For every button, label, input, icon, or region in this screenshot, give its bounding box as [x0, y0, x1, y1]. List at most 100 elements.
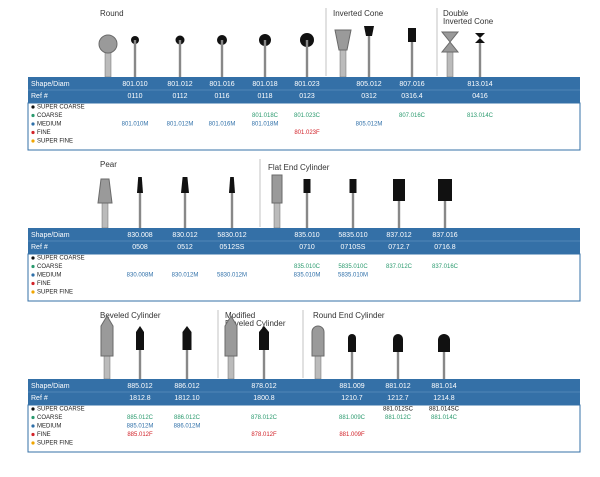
bur-shank: [350, 352, 354, 379]
grit-code: 801.018M: [252, 122, 279, 128]
ref-number: 0512SS: [220, 244, 245, 251]
legend-dot: [31, 281, 35, 286]
group-label: Beveled Cylinder: [100, 311, 161, 320]
bur-shank: [183, 193, 187, 228]
bur-head: [137, 177, 143, 193]
bur-shank: [397, 201, 401, 228]
ref-number: 1212.7: [387, 395, 409, 402]
bur-shank-large: [339, 47, 347, 78]
bur-head: [475, 33, 485, 43]
ref-number: 0712.7: [388, 244, 410, 251]
shape-number: 878.012: [251, 383, 276, 390]
grit-code: 801.018C: [252, 113, 279, 119]
legend-label: SUPER COARSE: [37, 256, 85, 262]
grit-code: 805.012M: [356, 122, 383, 128]
grit-code: 801.023F: [294, 130, 320, 136]
bur-shank: [367, 36, 371, 77]
bur-head: [393, 179, 405, 201]
legend-label: FINE: [37, 130, 51, 136]
bur-shank: [230, 193, 234, 228]
legend-label: COARSE: [37, 415, 62, 421]
bur-head-large: [440, 31, 460, 53]
bur-head-large: [224, 315, 238, 357]
shape-number: 830.012: [172, 232, 197, 239]
grit-code: 881.012C: [385, 415, 412, 421]
bur-shank: [305, 193, 309, 228]
bur-shank: [305, 40, 309, 77]
ref-number: 1214.8: [433, 395, 455, 402]
shape-number: 801.016: [209, 81, 234, 88]
grit-code: 885.012C: [127, 415, 154, 421]
bur-head-large: [100, 315, 114, 357]
grit-code: 881.009F: [339, 432, 365, 438]
grit-code: 801.023C: [294, 113, 321, 119]
bur-shank: [410, 42, 414, 77]
grit-code: 837.016C: [432, 264, 459, 270]
legend-dot: [31, 122, 35, 126]
bur-shank: [396, 352, 400, 379]
bur-head: [229, 177, 235, 193]
row-label: Ref #: [31, 93, 48, 100]
bur-shank: [443, 201, 447, 228]
grit-code: 886.012M: [174, 424, 201, 430]
grit-code: 830.012M: [172, 273, 199, 279]
grit-code: 881.012SC: [383, 407, 414, 413]
bur-head-large: [98, 34, 118, 54]
ref-number: 0710SS: [341, 244, 366, 251]
row-label: Ref #: [31, 244, 48, 251]
grit-code: 835.010M: [294, 273, 321, 279]
legend-dot: [31, 113, 35, 118]
bur-head: [438, 334, 450, 352]
legend-dot: [31, 139, 35, 143]
ref-number: 0512: [177, 244, 193, 251]
shape-number: 881.009: [339, 383, 364, 390]
group-label: Inverted Cone: [443, 17, 494, 26]
grit-code: 801.010M: [122, 122, 149, 128]
ref-number: 0316.4: [401, 93, 423, 100]
legend-dot: [31, 256, 35, 260]
shape-number: 5830.012: [217, 232, 246, 239]
bur-shank: [138, 350, 142, 379]
grit-box: [27, 253, 581, 302]
shape-number: 837.016: [432, 232, 457, 239]
shape-number: 885.012: [127, 383, 152, 390]
bur-shank: [351, 193, 355, 228]
grit-code: 881.014SC: [429, 407, 460, 413]
ref-number: 0716.8: [434, 244, 456, 251]
row-label: Shape/Diam: [31, 383, 70, 390]
bur-shank: [138, 193, 142, 228]
bur-head: [182, 326, 192, 350]
bur-head-large: [97, 178, 113, 204]
group-label: Modified: [225, 311, 255, 320]
ref-number: 1800.8: [253, 395, 275, 402]
group-label: Beveled Cylinder: [225, 319, 286, 328]
bur-head: [364, 26, 374, 36]
group-label: Flat End Cylinder: [268, 163, 330, 172]
legend-label: SUPER COARSE: [37, 407, 85, 413]
bur-head: [438, 179, 452, 201]
legend-dot: [31, 290, 35, 294]
shape-number: 881.014: [431, 383, 456, 390]
group-label: Inverted Cone: [333, 9, 384, 18]
legend-dot: [31, 432, 35, 437]
grit-code: 801.016M: [209, 122, 236, 128]
legend-dot: [31, 273, 35, 277]
bur-head: [408, 28, 416, 42]
legend-label: SUPER FINE: [37, 139, 73, 145]
grit-code: 835.010C: [294, 264, 321, 270]
shape-number: 801.012: [167, 81, 192, 88]
bur-head: [136, 326, 144, 350]
shape-number: 5835.010: [338, 232, 367, 239]
shape-number: 886.012: [174, 383, 199, 390]
ref-number: 1210.7: [341, 395, 363, 402]
grit-code: 885.012M: [127, 424, 154, 430]
bur-shank: [262, 350, 266, 379]
shape-number: 830.008: [127, 232, 152, 239]
grit-code: 885.012F: [127, 432, 153, 438]
shape-number: 801.023: [294, 81, 319, 88]
grit-code: 5835.010C: [338, 264, 368, 270]
ref-number: 0123: [299, 93, 315, 100]
grit-code: 5835.010M: [338, 273, 368, 279]
bur-head-large: [311, 325, 325, 357]
